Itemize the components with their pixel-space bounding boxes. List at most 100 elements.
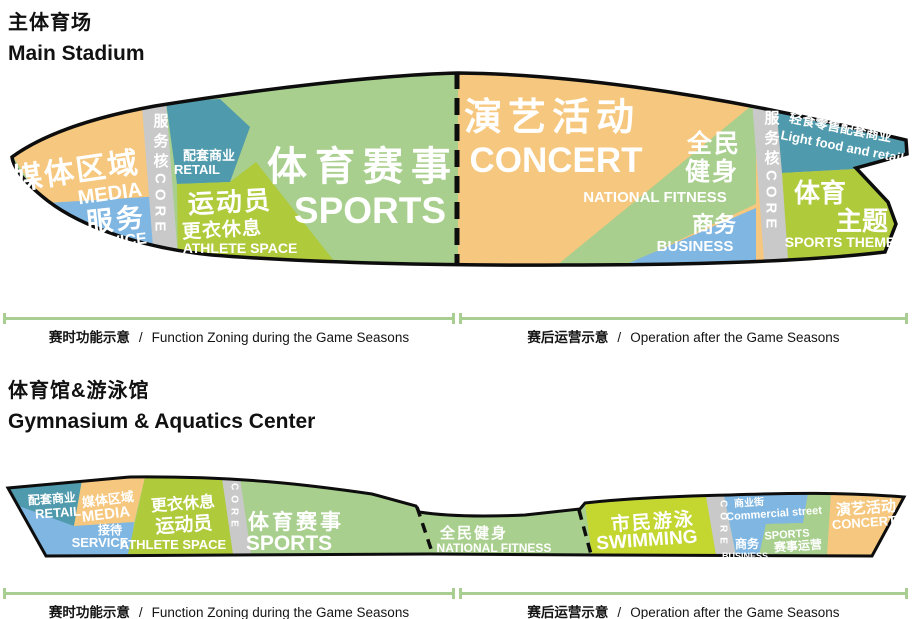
gym-label-athlete-en: ATHLETE SPACE — [120, 537, 227, 552]
caption-en: Operation after the Game Seasons — [630, 605, 840, 619]
caption-line-tick-left — [459, 588, 462, 599]
stadium-zone-media — [12, 103, 162, 207]
stadium-label-fitness-zh1: 全民 — [686, 129, 741, 158]
gym-label-media-zh: 媒体区域 — [81, 489, 134, 510]
stadium-label-athlete-zh1: 运动员 — [187, 185, 272, 219]
stadium-label-sports-zh: 体育赛事 — [267, 145, 459, 189]
caption-separator: / — [138, 330, 143, 345]
caption-zh: 赛时功能示意 — [48, 330, 130, 345]
caption-zh: 赛时功能示意 — [48, 605, 130, 619]
caption-text: 赛后运营示意 / Operation after the Game Seasons — [459, 326, 908, 346]
stadium-zone-lightfood — [776, 103, 907, 173]
stadium-zone-retail — [166, 99, 250, 184]
gym-label-service-zh: 接待 — [98, 522, 122, 537]
gym-label-retail-en: RETAIL — [35, 503, 82, 521]
stadium-label-theme-en: SPORTS THEME — [785, 234, 895, 250]
gym-label-concert-en: CONCERT — [831, 513, 896, 532]
stadium-zone-sports-theme — [782, 169, 897, 259]
gym-title: 体育馆&游泳馆 Gymnasium & Aquatics Center — [8, 374, 315, 434]
gym-label-sports-zh: 体育赛事 — [248, 510, 344, 534]
stadium-label-sports-en: SPORTS — [294, 190, 446, 231]
gym-label-athlete-zh2: 运动员 — [155, 512, 213, 538]
stadium-label-athlete-en: ATHLETE SPACE — [183, 240, 298, 256]
gym-zone-swimming — [585, 496, 716, 556]
stadium-title-en: Main Stadium — [8, 42, 145, 65]
gym-zone-retail — [8, 480, 82, 526]
caption-en: Function Zoning during the Game Seasons — [151, 330, 410, 345]
stadium-diagram: 媒体区域 MEDIA 服务 SERVICE 服务核CORE 配套商业 RETAI… — [10, 71, 909, 267]
stadium-label-theme-zh1: 体育 — [794, 178, 846, 208]
stadium-label-business-zh: 商务 — [692, 212, 737, 237]
caption-line — [459, 588, 908, 599]
stadium-label-concert-en: CONCERT — [469, 141, 642, 180]
caption-line-tick-right — [905, 588, 908, 599]
gym-label-business-zh: 商务 — [735, 536, 760, 551]
stadium-title-zh: 主体育场 — [8, 12, 92, 34]
caption-stadium-during: 赛时功能示意 / Function Zoning during the Game S… — [3, 313, 455, 346]
caption-text: 赛时功能示意 / Function Zoning during the Game S… — [3, 326, 455, 346]
caption-line-tick-right — [452, 588, 455, 599]
gym-label-media-en: MEDIA — [81, 503, 131, 526]
stadium-outline — [10, 71, 909, 267]
gym-title-zh: 体育馆&游泳馆 — [8, 380, 150, 402]
gym-zone-sports-ops — [759, 492, 831, 556]
gym-label-service-en: SERVICE — [72, 535, 129, 550]
gym-divider-1 — [415, 506, 435, 556]
gym-zone-commercial-business — [724, 493, 808, 556]
caption-separator: / — [138, 605, 143, 619]
caption-line — [459, 313, 908, 324]
gym-zone-service — [16, 505, 134, 556]
stadium-label-athlete-zh2: 更衣休息 — [181, 216, 262, 243]
stadium-label-fitness-en: NATIONAL FITNESS — [583, 189, 727, 206]
gym-divider-2 — [577, 509, 594, 559]
stadium-label-theme-zh2: 主题 — [836, 206, 888, 236]
gym-label-ops-en: SPORTS — [764, 527, 810, 542]
gym-diagram: 配套商业 RETAIL 媒体区域 MEDIA 接待 SERVICE 更衣休息 运… — [5, 475, 907, 561]
stadium-title: 主体育场 Main Stadium — [8, 6, 145, 66]
gym-zone-media — [74, 477, 145, 526]
gym-core-strip-right — [706, 495, 736, 555]
caption-line-tick-right — [905, 313, 908, 324]
gym-label-street-zh: 商业街 — [734, 495, 765, 510]
stadium-label-concert-zh: 演艺活动 — [464, 97, 640, 139]
caption-en: Operation after the Game Seasons — [630, 330, 840, 345]
caption-zh: 赛后运营示意 — [527, 330, 609, 345]
stadium-label-core-right: 服务核CORE — [763, 110, 780, 233]
gym-label-fitness-zh: 全民健身 — [439, 524, 508, 542]
stadium-label-fitness-zh2: 健身 — [685, 157, 739, 186]
caption-gym-after: 赛后运营示意 / Operation after the Game Seasons — [459, 588, 908, 619]
stadium-label-business-en: BUSINESS — [657, 238, 734, 255]
gym-outline — [5, 475, 907, 558]
stadium-core-strip-right — [752, 100, 790, 260]
caption-gym-during: 赛时功能示意 / Function Zoning during the Game S… — [3, 588, 455, 619]
stadium-zone-business — [622, 208, 756, 266]
stadium-label-service-zh: 服务 — [84, 202, 147, 238]
caption-en: Function Zoning during the Game Seasons — [151, 605, 410, 619]
gym-label-ops-zh: 赛事运营 — [772, 536, 822, 554]
gym-label-fitness-en: NATIONAL FITNESS — [437, 541, 552, 555]
caption-line-tick-left — [3, 588, 6, 599]
stadium-zone-athlete — [177, 162, 338, 266]
caption-line-tick-right — [452, 313, 455, 324]
gym-label-retail-zh: 配套商业 — [27, 489, 76, 507]
stadium-label-core-left: 服务核CORE — [152, 113, 169, 236]
stadium-zone-fitness — [556, 102, 756, 266]
caption-separator: / — [617, 330, 622, 345]
caption-text: 赛后运营示意 / Operation after the Game Seasons — [459, 601, 908, 619]
caption-stadium-after: 赛后运营示意 / Operation after the Game Seasons — [459, 313, 908, 346]
caption-text: 赛时功能示意 / Function Zoning during the Game S… — [3, 601, 455, 619]
caption-zh: 赛后运营示意 — [527, 605, 609, 619]
gym-zone-athlete — [128, 477, 233, 554]
gym-zone-concert — [827, 492, 904, 556]
gym-label-sports-en: SPORTS — [246, 532, 332, 555]
gym-label-athlete-zh1: 更衣休息 — [150, 492, 215, 515]
caption-line-tick-left — [3, 313, 6, 324]
gym-title-en: Gymnasium & Aquatics Center — [8, 410, 316, 433]
gym-label-core-right: CORE — [718, 500, 729, 549]
stadium-label-retail-en: RETAIL — [174, 162, 220, 177]
gym-core-strip-left — [222, 478, 251, 554]
caption-line — [3, 588, 455, 599]
stadium-core-strip-left — [142, 102, 178, 260]
caption-line-tick-left — [459, 313, 462, 324]
